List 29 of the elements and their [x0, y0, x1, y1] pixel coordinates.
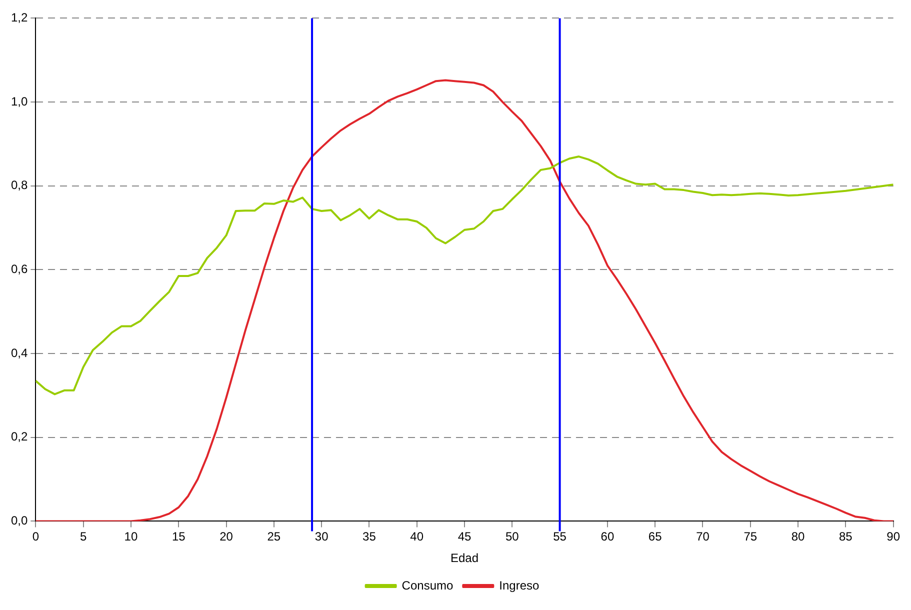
x-tick-label: 90 [886, 530, 900, 544]
x-tick-label: 30 [314, 530, 329, 544]
x-tick-label: 55 [553, 530, 567, 544]
legend-label: Ingreso [499, 578, 540, 592]
x-tick-label: 25 [267, 530, 281, 544]
x-tick-label: 20 [220, 530, 234, 544]
x-tick-label: 75 [744, 530, 758, 544]
y-tick-label: 0,2 [10, 430, 28, 444]
x-tick-label: 0 [32, 530, 40, 544]
x-tick-label: 70 [696, 530, 710, 544]
y-tick-label: 0,0 [10, 514, 28, 528]
x-tick-label: 5 [80, 530, 87, 544]
y-tick-label: 0,4 [10, 346, 28, 360]
y-tick-label: 0,8 [10, 178, 28, 192]
x-tick-label: 65 [648, 530, 662, 544]
legend-label: Consumo [402, 578, 454, 592]
x-tick-label: 40 [410, 530, 424, 544]
y-tick-label: 1,2 [10, 10, 28, 25]
x-tick-label: 10 [124, 530, 138, 544]
x-axis-title: Edad [450, 551, 479, 566]
x-tick-label: 85 [839, 530, 853, 544]
x-tick-label: 35 [362, 530, 376, 544]
x-tick-label: 80 [791, 530, 806, 544]
x-tick-label: 45 [458, 530, 472, 544]
x-tick-label: 60 [600, 530, 614, 544]
y-tick-label: 1,0 [10, 94, 28, 108]
x-tick-label: 15 [172, 530, 186, 544]
x-tick-label: 50 [505, 530, 520, 544]
y-tick-label: 0,6 [10, 262, 28, 276]
